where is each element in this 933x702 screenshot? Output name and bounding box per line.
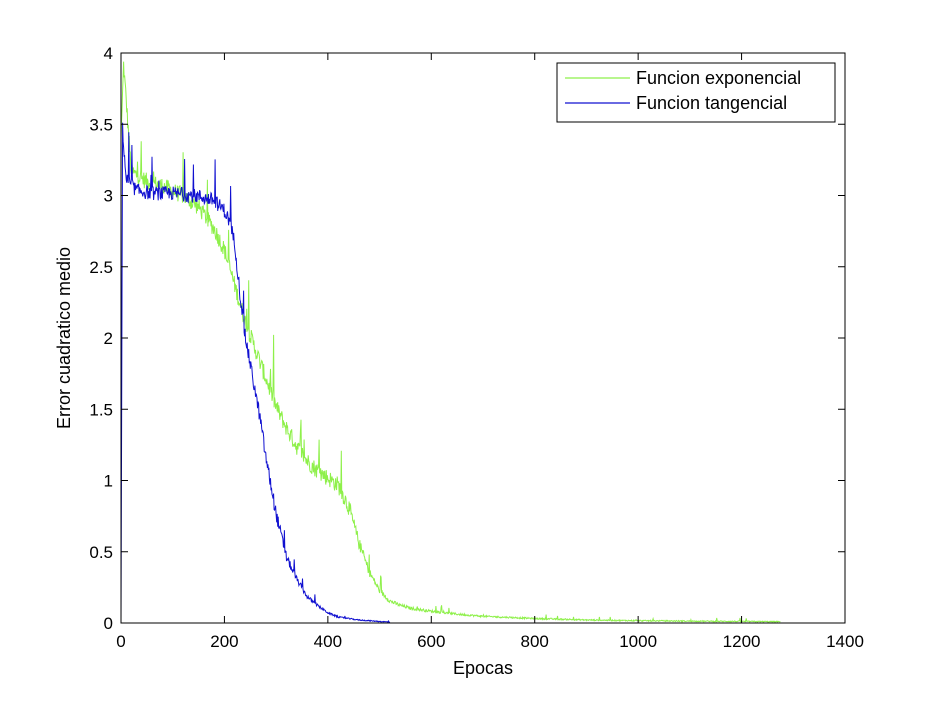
x-axis-label: Epocas [453, 658, 513, 678]
y-tick-label: 2 [104, 329, 113, 348]
x-tick-label: 200 [210, 632, 238, 651]
x-tick-label: 800 [521, 632, 549, 651]
y-tick-label: 3 [104, 187, 113, 206]
series-layer [120, 61, 781, 624]
x-tick-label: 400 [314, 632, 342, 651]
y-tick-label: 3.5 [89, 115, 113, 134]
x-tick-label: 1200 [723, 632, 761, 651]
series-line-0 [120, 61, 781, 624]
y-tick-label: 1.5 [89, 400, 113, 419]
x-tick-label: 600 [417, 632, 445, 651]
legend: Funcion exponencial Funcion tangencial [556, 62, 836, 123]
y-tick-label: 4 [104, 44, 113, 63]
legend-text-tangencial: Funcion tangencial [636, 93, 787, 113]
series-line-1 [120, 122, 391, 624]
y-tick-label: 2.5 [89, 258, 113, 277]
x-tick-label: 1000 [619, 632, 657, 651]
legend-box [556, 62, 836, 123]
ticks-layer: 0 200 400 600 800 1000 1200 1400 0 0.5 1 1.5 2 2.5 3 3.… [89, 44, 864, 651]
plot-background [121, 53, 845, 623]
x-tick-label: 0 [116, 632, 125, 651]
y-tick-label: 0.5 [89, 543, 113, 562]
y-tick-label: 0 [104, 614, 113, 633]
y-tick-label: 1 [104, 472, 113, 491]
legend-text-exponencial: Funcion exponencial [636, 68, 801, 88]
x-tick-label: 1400 [826, 632, 864, 651]
y-axis-label: Error cuadratico medio [54, 247, 74, 429]
